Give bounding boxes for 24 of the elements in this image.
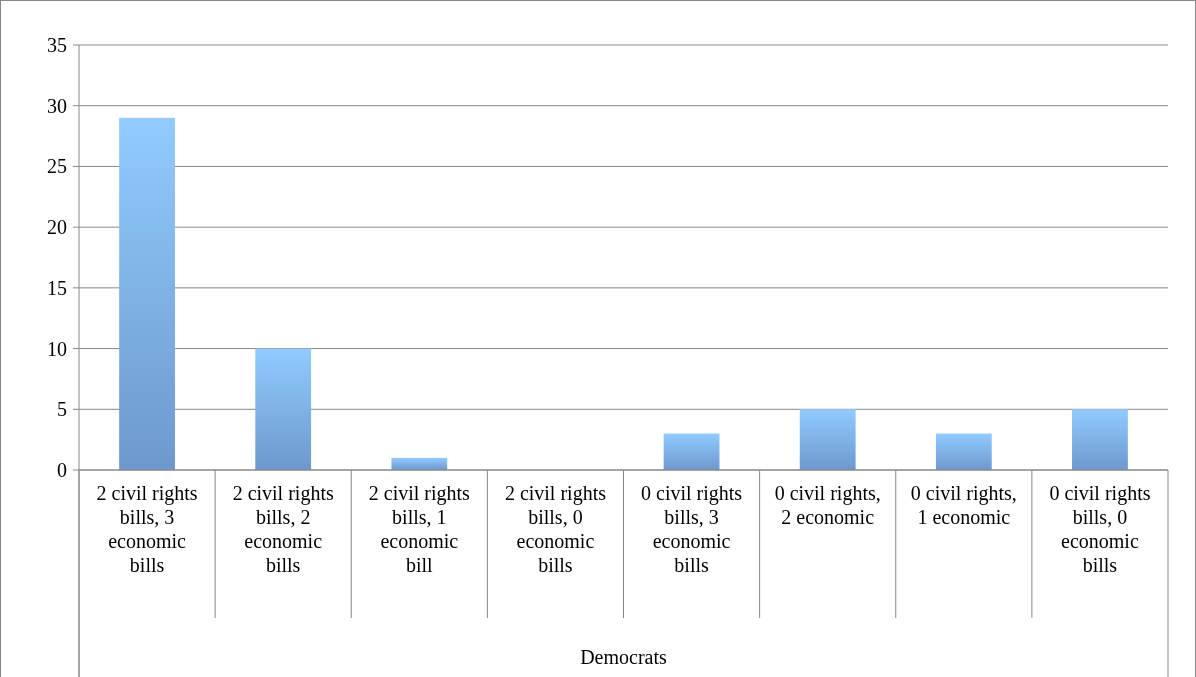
bar <box>119 117 175 470</box>
x-tick-label: 0 civil rights bills, 3 economic bills <box>641 482 743 576</box>
bar <box>935 433 992 470</box>
x-tick-label: 0 civil rights bills, 0 economic bills <box>1049 482 1151 576</box>
y-tick-label: 10 <box>47 337 67 360</box>
y-tick-label: 30 <box>47 94 67 117</box>
bar <box>663 433 720 470</box>
x-tick-label: 2 civil rights bills, 2 economic bills <box>232 482 334 576</box>
x-tick-label: 0 civil rights, 2 economic <box>774 482 881 528</box>
y-tick-label: 35 <box>47 34 67 56</box>
y-tick-label: 5 <box>57 398 67 421</box>
x-tick-label: 2 civil rights bills, 1 economic bill <box>368 482 471 576</box>
x-tick-label: 2 civil rights bills, 3 economic bills <box>96 482 198 576</box>
y-tick-label: 15 <box>47 276 67 299</box>
y-tick-label: 0 <box>57 459 67 481</box>
bar <box>1072 409 1128 470</box>
y-tick-label: 20 <box>47 216 67 239</box>
x-tick-label: 0 civil rights, 1 economic <box>910 482 1017 528</box>
bar <box>799 409 856 470</box>
x-tick-label: 2 civil rights bills, 0 economic bills <box>504 482 607 576</box>
x-axis-title: Democrats <box>580 646 668 668</box>
bar <box>391 457 448 470</box>
bar <box>255 348 312 470</box>
y-tick-label: 25 <box>47 155 67 178</box>
